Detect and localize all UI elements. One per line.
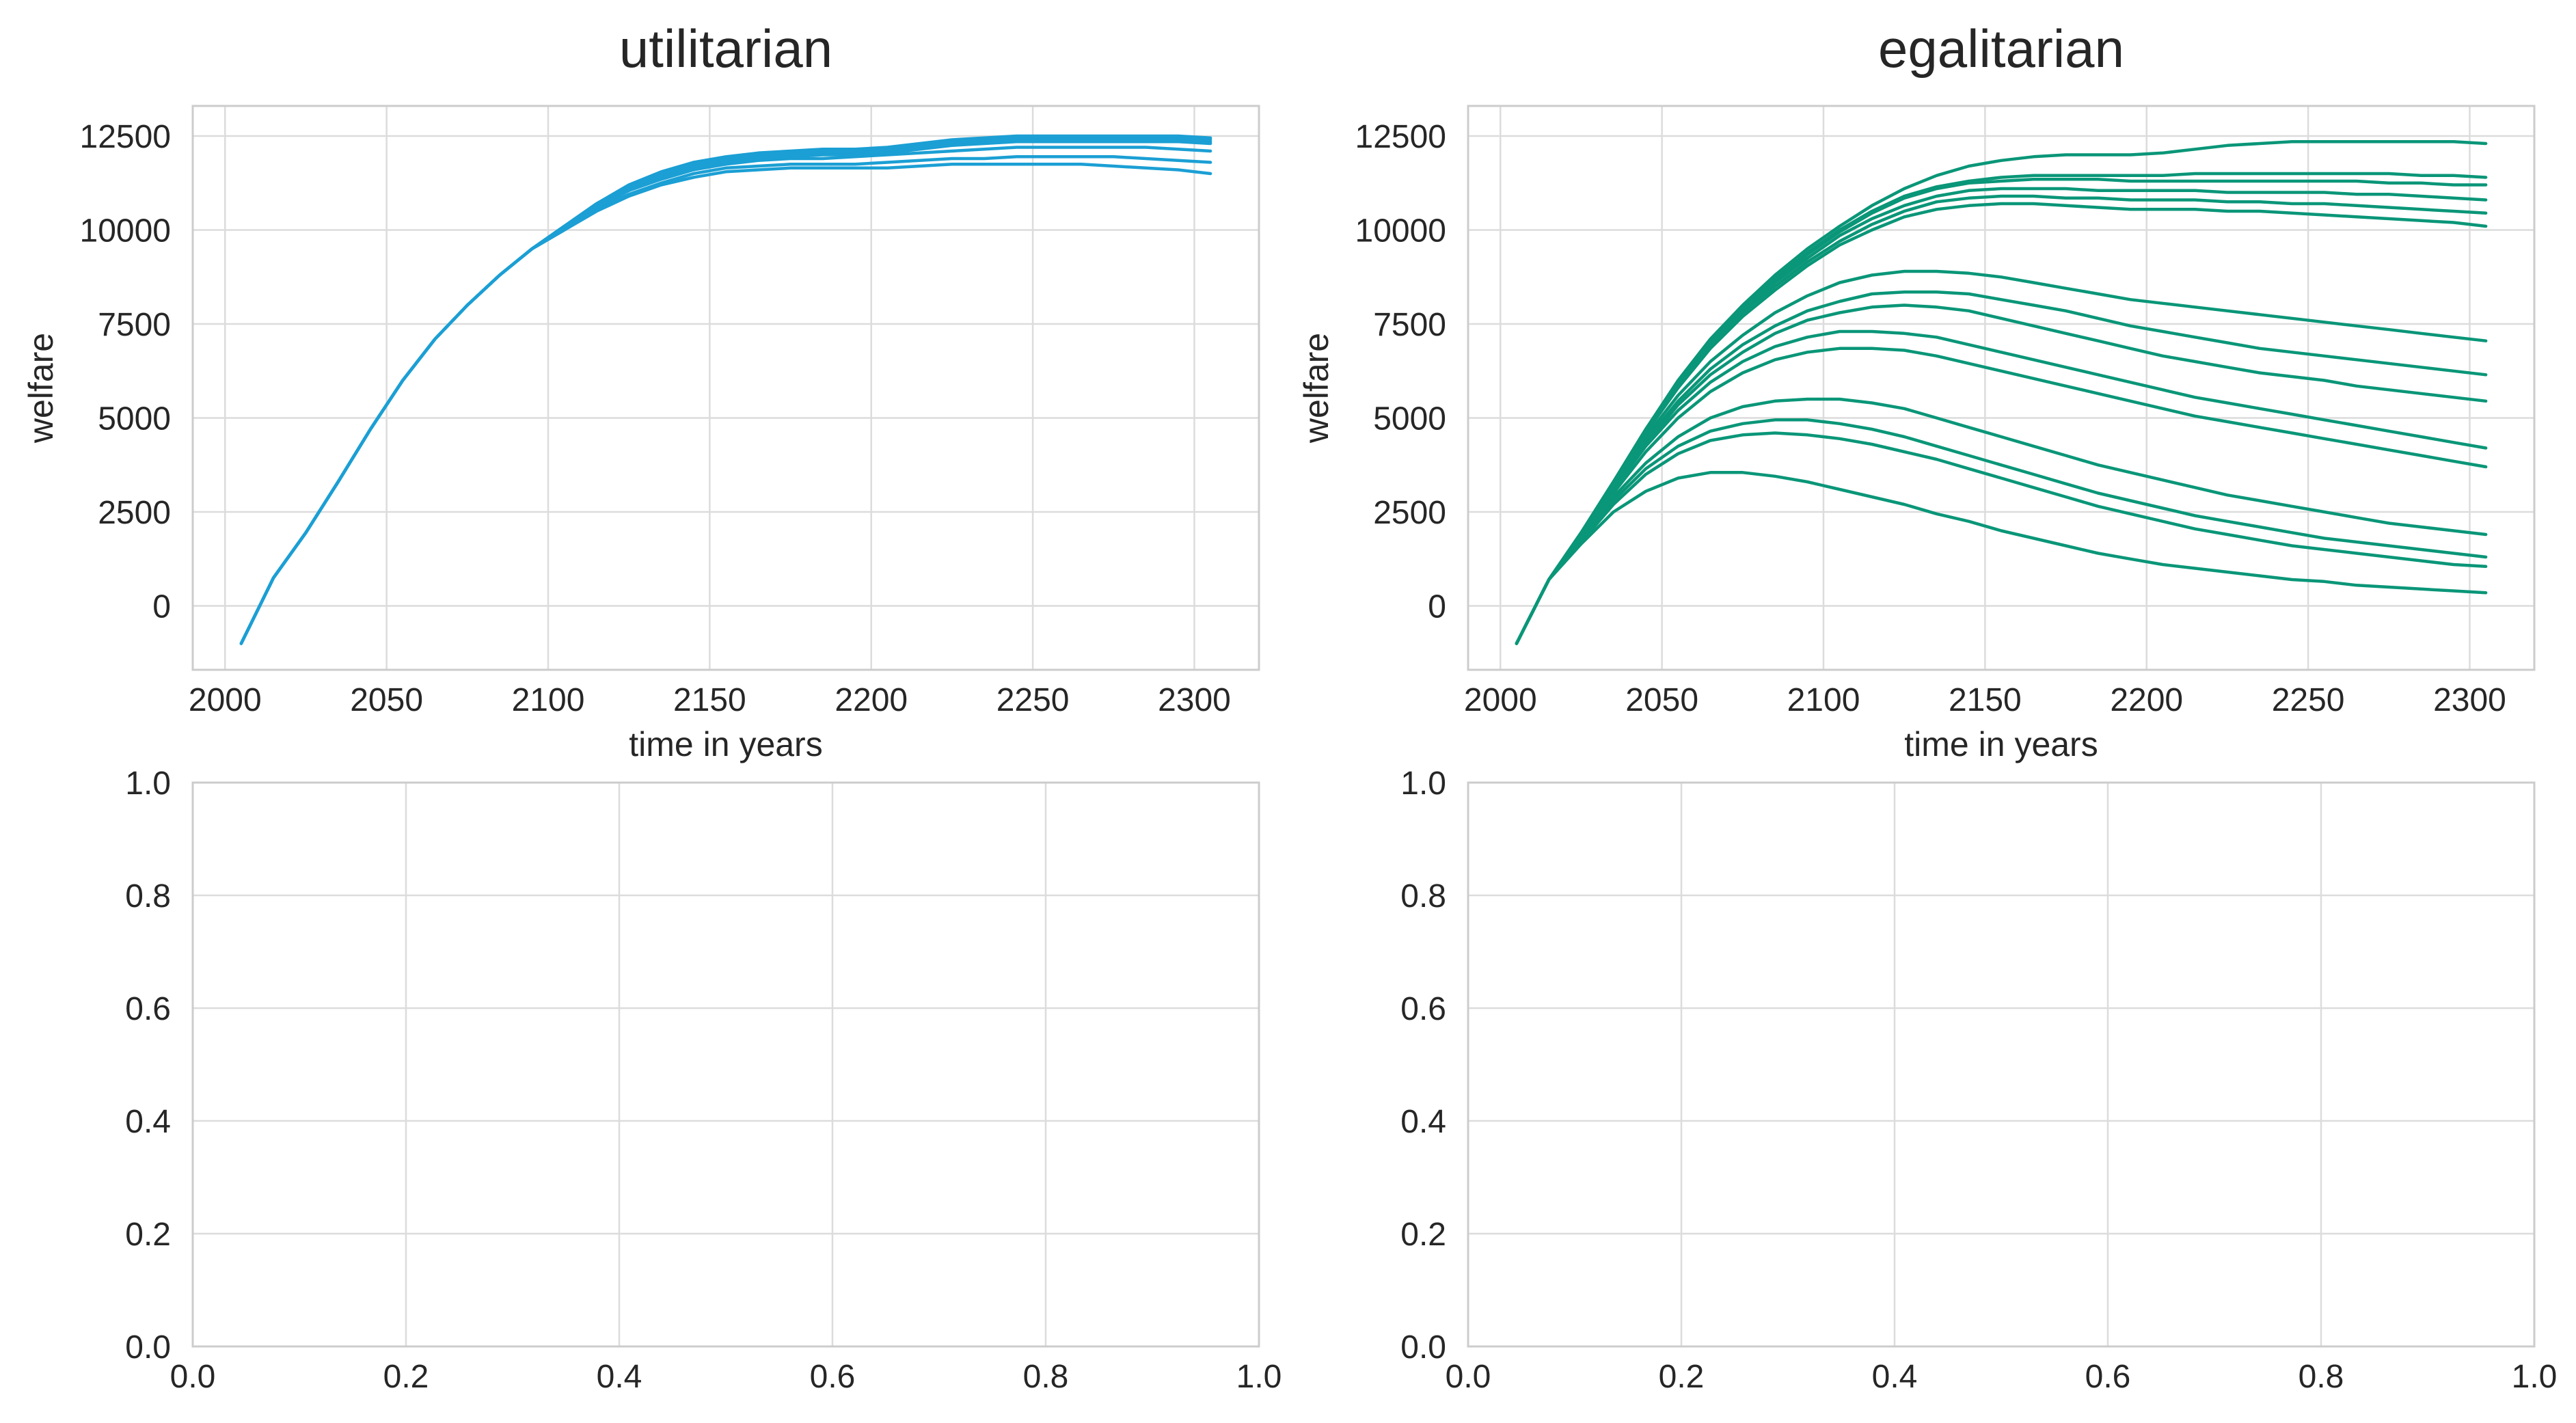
bottom-left-x-tick-label: 0.6 (810, 1359, 856, 1395)
bottom-right-y-tick-label: 1.0 (1400, 765, 1446, 802)
bottom-left-x-tick-label: 0.4 (597, 1359, 642, 1395)
bottom-right-y-tick-label: 0.8 (1400, 878, 1446, 914)
egalitarian-series-line (1515, 397, 2488, 645)
bottom-left-y-tick-label: 0.6 (125, 991, 171, 1027)
egalitarian-y-tick-label: 12500 (1355, 119, 1446, 155)
bottom-right-x-tick-label: 0.6 (2085, 1359, 2131, 1395)
egalitarian-series-line (1515, 303, 2488, 645)
egalitarian-x-tick-label: 2000 (1464, 682, 1537, 718)
egalitarian-series-line (1515, 471, 2488, 645)
egalitarian-series-line (1515, 418, 2488, 645)
bottom-right-y-tick-label: 0.6 (1400, 991, 1446, 1027)
egalitarian-series-line (1515, 329, 2488, 645)
egalitarian-x-tick-label: 2050 (1625, 682, 1698, 718)
bottom-left-x-tick-label: 0.2 (383, 1359, 429, 1395)
egalitarian-y-tick-label: 10000 (1355, 213, 1446, 249)
egalitarian-series-line (1515, 290, 2488, 645)
bottom-left-y-tick-label: 0.8 (125, 878, 171, 914)
bottom-right-x-tick-label: 0.2 (1659, 1359, 1705, 1395)
bottom-right-y-tick-label: 0.2 (1400, 1217, 1446, 1253)
egalitarian-y-axis-label: welfare (1297, 333, 1336, 444)
bottom-right-axes-frame (1467, 781, 2536, 1348)
egalitarian-series-line (1515, 269, 2488, 645)
panel-egalitarian: 2000 2050 2100 2150 2200 2250 2300 0 2500 5000 750… (1297, 18, 2536, 763)
utilitarian-x-tick-label: 2250 (996, 682, 1070, 718)
utilitarian-y-tick-label: 10000 (80, 213, 171, 249)
bottom-right-x-tick-label: 1.0 (2512, 1359, 2558, 1395)
egalitarian-y-tick-label: 0 (1428, 589, 1446, 625)
egalitarian-x-tick-label: 2150 (1949, 682, 2022, 718)
bottom-right-x-tick-label: 0.8 (2299, 1359, 2344, 1395)
bottom-left-x-tick-label: 0.8 (1023, 1359, 1069, 1395)
egalitarian-x-tick-label: 2250 (2272, 682, 2345, 718)
utilitarian-x-tick-label: 2100 (512, 682, 585, 718)
utilitarian-y-axis-label: welfare (22, 333, 60, 444)
utilitarian-x-tick-label: 2300 (1158, 682, 1231, 718)
egalitarian-x-tick-label: 2200 (2110, 682, 2183, 718)
egalitarian-series-line (1515, 431, 2488, 645)
egalitarian-y-tick-label: 2500 (1373, 495, 1446, 531)
bottom-left-y-tick-label: 1.0 (125, 765, 171, 802)
egalitarian-x-axis-label: time in years (1904, 725, 2098, 763)
bottom-right-y-tick-label: 0.4 (1400, 1104, 1446, 1140)
bottom-left-y-tick-label: 0.2 (125, 1217, 171, 1253)
egalitarian-series-line (1515, 347, 2488, 645)
bottom-left-x-tick-label: 0.0 (170, 1359, 216, 1395)
egalitarian-axes-frame (1467, 105, 2536, 671)
bottom-right-y-tick-label: 0.0 (1400, 1329, 1446, 1366)
egalitarian-y-tick-label: 5000 (1373, 401, 1446, 437)
bottom-right-x-tick-label: 0.0 (1446, 1359, 1491, 1395)
utilitarian-x-tick-label: 2150 (673, 682, 746, 718)
utilitarian-y-tick-label: 2500 (98, 495, 171, 531)
panel-bottom-right: 0.0 0.2 0.4 0.6 0.8 1.0 0.0 0.2 0.4 0.6 0.8 1.0 (1400, 765, 2557, 1395)
egalitarian-y-tick-label: 7500 (1373, 307, 1446, 343)
egalitarian-x-tick-label: 2300 (2433, 682, 2506, 718)
utilitarian-x-tick-label: 2050 (350, 682, 423, 718)
panel-bottom-left: 0.0 0.2 0.4 0.6 0.8 1.0 0.0 0.2 0.4 0.6 0.8 1.0 (125, 765, 1282, 1395)
egalitarian-x-tick-label: 2100 (1787, 682, 1860, 718)
bottom-left-y-tick-label: 0.0 (125, 1329, 171, 1366)
utilitarian-y-tick-label: 0 (152, 589, 171, 625)
bottom-left-x-tick-label: 1.0 (1236, 1359, 1282, 1395)
utilitarian-y-tick-label: 5000 (98, 401, 171, 437)
utilitarian-series-line (239, 163, 1212, 645)
bottom-right-x-tick-label: 0.4 (1872, 1359, 1918, 1395)
utilitarian-y-tick-label: 12500 (80, 119, 171, 155)
egalitarian-title: egalitarian (1878, 18, 2124, 79)
utilitarian-axes-frame (191, 105, 1260, 671)
bottom-left-y-tick-label: 0.4 (125, 1104, 171, 1140)
utilitarian-title: utilitarian (619, 18, 832, 79)
panel-utilitarian: 2000 2050 2100 2150 2200 2250 2300 0 2500 5000 750… (22, 18, 1260, 763)
bottom-left-axes-frame (191, 781, 1260, 1348)
utilitarian-x-tick-label: 2000 (189, 682, 262, 718)
utilitarian-x-tick-label: 2200 (835, 682, 908, 718)
utilitarian-y-tick-label: 7500 (98, 307, 171, 343)
egalitarian-series-line (1515, 202, 2488, 645)
utilitarian-x-axis-label: time in years (629, 725, 822, 763)
